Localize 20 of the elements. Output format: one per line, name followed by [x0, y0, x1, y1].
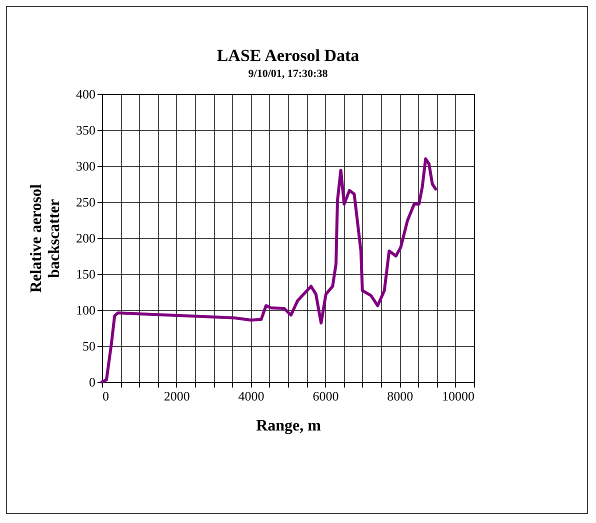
x-tick-label: 10000: [442, 388, 474, 404]
y-axis-title: Relative aerosol backscatter: [28, 184, 63, 293]
x-tick-label: 6000: [312, 388, 339, 404]
x-tick-label: 4000: [238, 388, 264, 404]
y-tick-label: 300: [76, 158, 96, 174]
x-tick-label: 2000: [164, 388, 190, 404]
y-tick-label: 200: [76, 230, 96, 246]
y-tick-label: 100: [76, 302, 96, 318]
x-tick-label: 8000: [387, 388, 414, 404]
y-tick-label: 50: [82, 338, 96, 354]
y-tick-label: 250: [76, 194, 96, 210]
x-axis-title: Range, m: [256, 418, 322, 434]
y-tick-label: 150: [76, 266, 96, 282]
y-tick-label: 0: [89, 374, 96, 390]
x-tick-label: 0: [102, 388, 109, 404]
chart-title: LASE Aerosol Data: [216, 46, 360, 65]
y-tick-label: 350: [76, 122, 96, 138]
line-series: [100, 157, 438, 384]
chart-subtitle: 9/10/01, 17:30:38: [248, 68, 328, 80]
y-tick-label: 400: [76, 86, 96, 102]
